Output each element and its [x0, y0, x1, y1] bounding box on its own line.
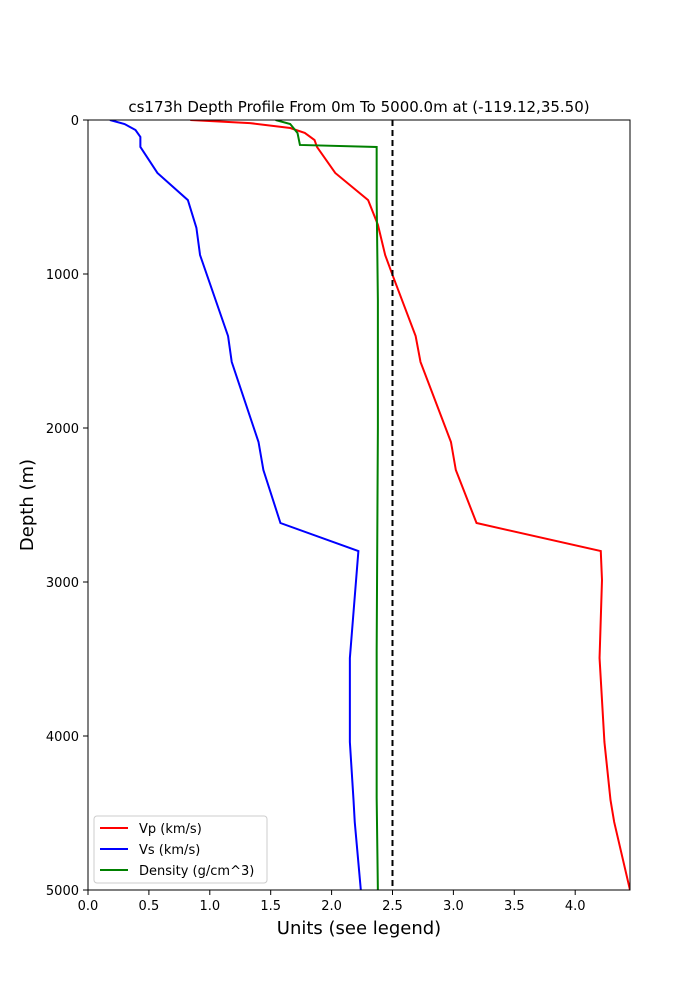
plot-frame [87, 119, 631, 891]
series-line-2 [275, 120, 379, 890]
x-tick-label: 2.0 [321, 899, 342, 914]
x-axis-label: Units (see legend) [277, 918, 441, 939]
plot-area: 0.0 0.5 1.0 1.5 2.0 2.5 3.0 3.5 4.0 0 1000 2000 3000… [46, 114, 631, 914]
y-tick-label: 1000 [46, 268, 79, 283]
x-tick-label: 0.0 [78, 899, 99, 914]
x-tick-label: 2.5 [382, 899, 403, 914]
legend-label-0: Vp (km/s) [139, 822, 202, 837]
x-tick-label: 1.5 [260, 899, 281, 914]
series-line-1 [109, 120, 362, 890]
series-line-0 [190, 120, 630, 890]
legend-label-1: Vs (km/s) [139, 843, 200, 858]
legend: Vp (km/s) Vs (km/s) Density (g/cm^3) [93, 815, 268, 884]
x-tick-label: 4.0 [565, 899, 586, 914]
y-tick-label: 2000 [46, 422, 79, 437]
x-tick-label: 1.0 [199, 899, 220, 914]
y-tick-label: 3000 [46, 576, 79, 591]
legend-label-2: Density (g/cm^3) [139, 864, 254, 879]
x-tick-label: 3.0 [443, 899, 464, 914]
chart-title: cs173h Depth Profile From 0m To 5000.0m … [128, 98, 589, 116]
x-tick-label: 3.5 [504, 899, 525, 914]
y-axis-label: Depth (m) [17, 459, 38, 551]
x-tick-label: 0.5 [139, 899, 160, 914]
y-tick-label: 5000 [46, 884, 79, 899]
y-tick-label: 4000 [46, 730, 79, 745]
y-tick-label: 0 [71, 114, 79, 129]
legend-box [93, 815, 268, 884]
